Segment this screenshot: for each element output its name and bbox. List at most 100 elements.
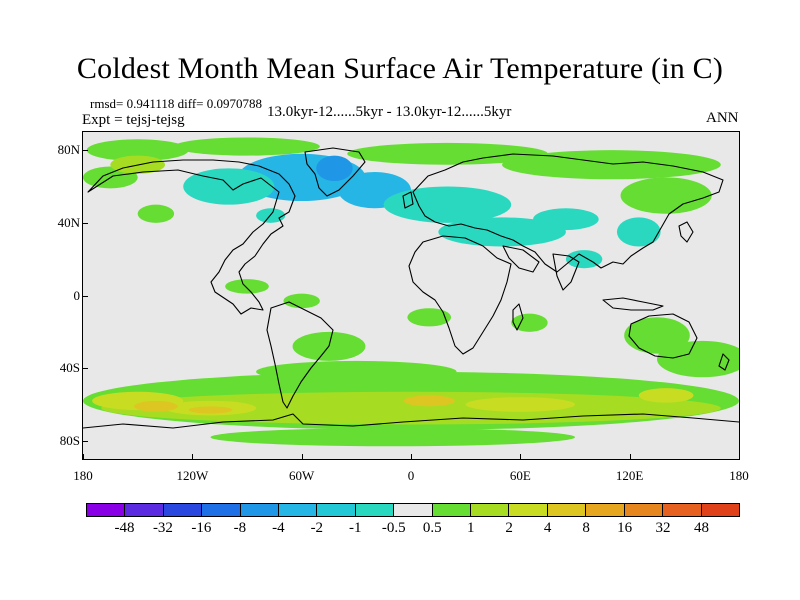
y-tick-mark-0 xyxy=(82,150,88,152)
colorbar-swatch-11 xyxy=(509,504,548,516)
stats-line: rmsd= 0.941118 diff= 0.0970788 xyxy=(90,96,262,111)
colorbar-swatch-12 xyxy=(547,504,587,516)
coastline-japan xyxy=(678,221,694,243)
coastline-antarctica xyxy=(83,413,739,429)
anomaly-region-0 xyxy=(86,139,189,162)
colorbar-swatch-14 xyxy=(624,504,664,516)
coastline-britain xyxy=(402,191,414,209)
anomaly-region-23 xyxy=(624,317,690,354)
anomaly-region-34 xyxy=(403,395,455,407)
coastline-madagascar xyxy=(512,303,524,331)
y-tick-label-3: 40S xyxy=(59,360,80,376)
anomaly-region-14 xyxy=(533,208,599,231)
x-tick-mark-2 xyxy=(301,454,303,460)
colorbar-swatch-16 xyxy=(701,504,739,516)
colorbar-swatch-13 xyxy=(586,504,625,516)
anomaly-region-21 xyxy=(511,313,548,332)
x-tick-mark-0 xyxy=(83,454,84,460)
coastline-south-america xyxy=(266,301,334,409)
colorbar-label-12: 8 xyxy=(582,520,590,536)
anomaly-region-31 xyxy=(638,388,694,403)
x-tick-label-2: 60W xyxy=(289,468,315,483)
x-tick-mark-6 xyxy=(739,454,740,460)
colorbar-label-1: -32 xyxy=(152,520,173,536)
colorbar-label-14: 32 xyxy=(655,520,671,536)
colorbar-label-13: 16 xyxy=(617,520,633,536)
anomaly-region-9 xyxy=(316,155,353,182)
anomaly-region-5 xyxy=(620,177,712,214)
y-tick-mark-2 xyxy=(82,295,88,297)
map-panel xyxy=(82,131,740,460)
x-tick-label-1: 120W xyxy=(176,468,209,483)
x-tick-mark-1 xyxy=(192,454,194,460)
colorbar-swatch-9 xyxy=(432,504,472,516)
colorbar-label-9: 1 xyxy=(466,520,475,536)
colorbar-swatch-6 xyxy=(317,504,356,516)
anomaly-map xyxy=(83,137,739,447)
x-tick-mark-4 xyxy=(520,454,522,460)
y-tick-mark-4 xyxy=(82,440,88,442)
x-tick-label-3: 0 xyxy=(407,468,415,483)
colorbar xyxy=(86,503,740,517)
colorbar-label-2: -16 xyxy=(191,520,212,536)
coastline-greenland xyxy=(304,147,366,197)
y-tick-label-4: 80S xyxy=(59,432,80,448)
anomaly-region-22 xyxy=(657,340,739,378)
x-tick-label-0: 180 xyxy=(73,468,93,483)
anomaly-region-16 xyxy=(616,217,661,247)
colorbar-label-11: 4 xyxy=(543,520,552,536)
colorbar-swatch-0 xyxy=(87,504,126,516)
colorbar-swatch-10 xyxy=(471,504,510,516)
anomaly-region-33 xyxy=(188,406,233,414)
x-tick-label-6: 180 xyxy=(729,468,749,483)
y-tick-mark-3 xyxy=(82,368,88,370)
colorbar-label-5: -2 xyxy=(310,520,324,536)
anomaly-region-20 xyxy=(407,308,452,327)
anomaly-region-27 xyxy=(101,391,721,425)
x-tick-mark-5 xyxy=(629,454,631,460)
anomaly-region-24 xyxy=(225,279,269,294)
colorbar-label-6: -1 xyxy=(349,520,362,536)
y-tick-label-1: 40N xyxy=(57,214,80,230)
season-label: ANN xyxy=(706,110,739,126)
coastline-africa xyxy=(408,235,512,355)
y-tick-label-0: 80N xyxy=(57,142,80,158)
colorbar-swatch-2 xyxy=(163,504,203,516)
colorbar-label-4: -4 xyxy=(272,520,285,536)
coastline-indonesia xyxy=(602,297,664,311)
comparison-line: 13.0kyr-12......5kyr - 13.0kyr-12......5… xyxy=(267,104,512,120)
y-tick-label-2: 0 xyxy=(73,287,81,303)
colorbar-label-0: -48 xyxy=(114,520,135,536)
colorbar-swatch-5 xyxy=(279,504,318,516)
coastline-india xyxy=(552,253,580,291)
colorbar-label-7: -0.5 xyxy=(381,520,406,536)
anomaly-region-1 xyxy=(174,137,320,156)
x-tick-label-5: 120E xyxy=(615,468,644,483)
experiment-line: Expt = tejsj-tejsg xyxy=(82,112,185,128)
colorbar-swatch-15 xyxy=(663,504,702,516)
x-tick-label-4: 60E xyxy=(509,468,531,483)
x-tick-mark-3 xyxy=(411,454,412,460)
colorbar-swatch-7 xyxy=(355,504,395,516)
anomaly-region-2 xyxy=(347,142,548,165)
anomaly-region-25 xyxy=(283,293,320,309)
colorbar-swatch-1 xyxy=(125,504,164,516)
colorbar-label-3: -8 xyxy=(233,520,247,536)
chart-title: Coldest Month Mean Surface Air Temperatu… xyxy=(76,52,724,85)
coastline-eurasia xyxy=(412,153,724,273)
coastline-australia xyxy=(628,313,698,359)
colorbar-swatch-3 xyxy=(202,504,241,516)
anomaly-region-30 xyxy=(465,397,575,412)
anomaly-region-15 xyxy=(565,250,603,269)
colorbar-swatch-8 xyxy=(394,504,433,516)
anomaly-region-12 xyxy=(383,186,512,223)
anomaly-region-3 xyxy=(502,150,721,180)
colorbar-label-15: 48 xyxy=(694,520,710,536)
coastline-north-america xyxy=(87,159,296,315)
coastline-arabia xyxy=(502,245,540,273)
colorbar-label-8: 0.5 xyxy=(422,520,442,536)
y-tick-mark-1 xyxy=(82,222,88,224)
anomaly-region-35 xyxy=(210,428,575,447)
anomaly-region-32 xyxy=(134,400,178,412)
anomaly-region-6 xyxy=(137,204,175,223)
